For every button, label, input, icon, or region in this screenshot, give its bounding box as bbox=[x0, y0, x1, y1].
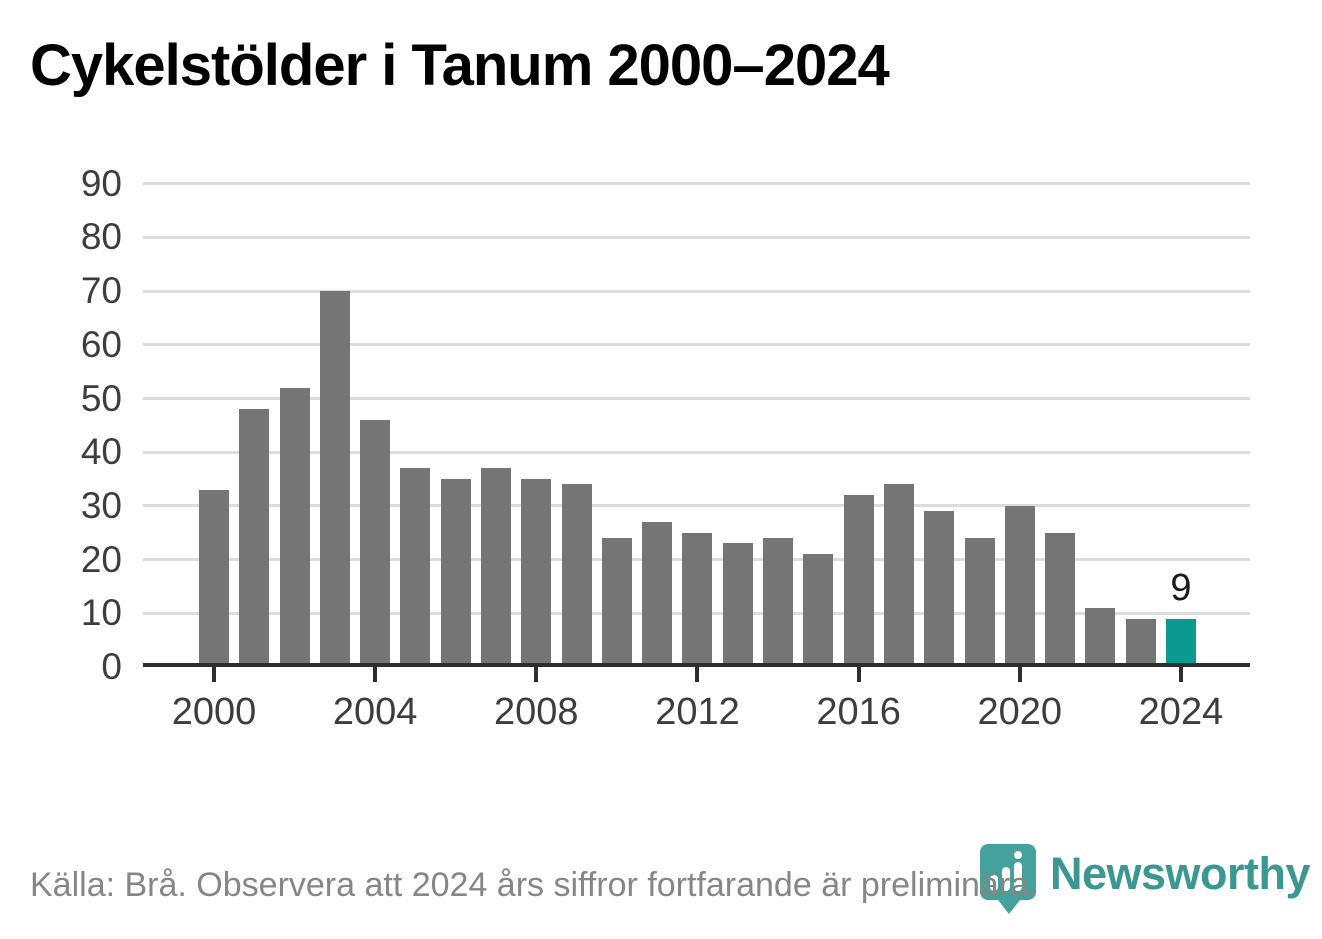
gridline-30 bbox=[143, 504, 1250, 508]
bar-2000 bbox=[199, 489, 229, 667]
bar-2018 bbox=[924, 511, 955, 667]
bar-2009 bbox=[561, 484, 592, 667]
bar-2007 bbox=[481, 468, 512, 667]
x-tick-2000 bbox=[212, 667, 216, 682]
highlight-value-label: 9 bbox=[1170, 566, 1192, 609]
newsworthy-wordmark: Newsworthy bbox=[1050, 848, 1311, 899]
bar-2016 bbox=[843, 495, 874, 667]
bar-2011 bbox=[642, 522, 673, 667]
bar-2012 bbox=[682, 532, 713, 667]
bar-2006 bbox=[440, 479, 471, 667]
bar-2008 bbox=[521, 479, 552, 667]
x-tick-2012 bbox=[695, 667, 700, 682]
bar-2004 bbox=[360, 419, 391, 667]
x-tick-2004 bbox=[373, 667, 378, 682]
bar-2015 bbox=[803, 554, 834, 667]
gridline-40 bbox=[143, 450, 1250, 454]
x-tick-2008 bbox=[534, 667, 539, 682]
source-note: Källa: Brå. Observera att 2024 års siffr… bbox=[30, 866, 1039, 904]
chart-title: Cykelstölder i Tanum 2000–2024 bbox=[30, 33, 890, 98]
gridline-60 bbox=[143, 343, 1250, 347]
x-tick-2024 bbox=[1178, 667, 1183, 682]
x-tick-2016 bbox=[856, 667, 861, 682]
x-axis-line bbox=[143, 663, 1250, 667]
bar-2019 bbox=[964, 538, 995, 667]
y-axis-label-30: 30 bbox=[80, 484, 122, 526]
y-axis-label-10: 10 bbox=[80, 592, 122, 634]
bar-2020 bbox=[1004, 505, 1035, 667]
bar-2017 bbox=[883, 484, 914, 667]
bar-2022 bbox=[1085, 607, 1116, 667]
newsworthy-logo: Newsworthy bbox=[978, 842, 1311, 928]
y-axis-label-70: 70 bbox=[80, 270, 122, 312]
x-axis-label-2012: 2012 bbox=[655, 691, 740, 733]
gridline-70 bbox=[143, 289, 1250, 293]
bar-2021 bbox=[1045, 532, 1076, 667]
bar-2024 bbox=[1165, 618, 1196, 667]
bar-2023 bbox=[1125, 618, 1156, 667]
bar-2005 bbox=[400, 468, 431, 667]
x-axis-label-2004: 2004 bbox=[332, 691, 418, 733]
newsworthy-badge-icon bbox=[980, 844, 1036, 914]
x-axis-label-2024: 2024 bbox=[1138, 691, 1224, 733]
bar-2010 bbox=[601, 538, 632, 667]
y-axis-label-50: 50 bbox=[80, 377, 122, 419]
bar-2003 bbox=[319, 291, 350, 667]
bar-2001 bbox=[239, 409, 270, 667]
y-axis-label-20: 20 bbox=[80, 538, 122, 580]
y-axis-label-0: 0 bbox=[101, 646, 122, 687]
x-axis-label-2008: 2008 bbox=[494, 691, 579, 733]
bar-2014 bbox=[763, 538, 794, 667]
x-axis-label-2000: 2000 bbox=[171, 691, 257, 733]
x-axis-label-2016: 2016 bbox=[816, 691, 901, 733]
y-axis-label-90: 90 bbox=[80, 162, 122, 204]
y-axis-label-40: 40 bbox=[80, 431, 122, 473]
bar-2013 bbox=[722, 543, 753, 667]
x-tick-2020 bbox=[1017, 667, 1022, 682]
gridline-90 bbox=[143, 182, 1250, 186]
x-axis-label-2020: 2020 bbox=[977, 691, 1063, 733]
y-axis-label-80: 80 bbox=[80, 216, 122, 258]
bar-2002 bbox=[279, 387, 310, 667]
gridline-50 bbox=[143, 397, 1250, 400]
y-axis-label-60: 60 bbox=[80, 323, 122, 365]
gridline-80 bbox=[143, 235, 1250, 239]
